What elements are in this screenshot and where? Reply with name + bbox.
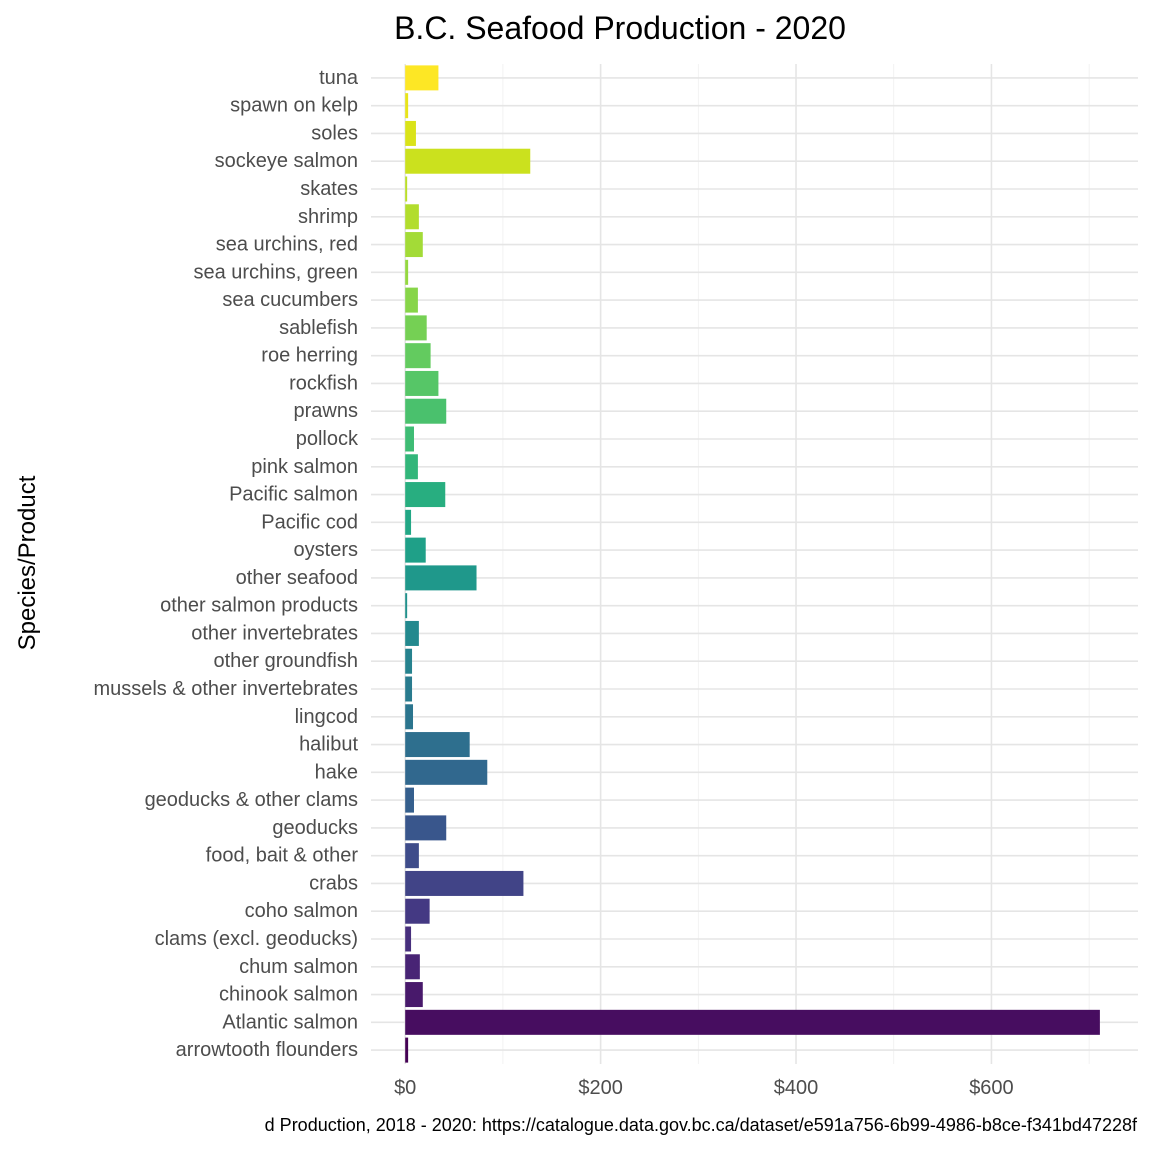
bar-atlantic-salmon [405,1009,1100,1035]
y-tick-label: geoducks & other clams [145,789,358,811]
y-tick-label: other invertebrates [191,622,358,644]
bar-rockfish [405,370,439,396]
y-axis-title: Species/Product [14,475,41,650]
y-tick-label: rockfish [289,372,358,394]
grid-lines [371,64,1138,1064]
bar-soles [405,120,416,146]
bar-clams-excl-geoducks [405,926,412,952]
bar-sea-cucumbers [405,287,418,313]
x-tick-label: $200 [578,1077,623,1099]
y-tick-label: halibut [299,734,358,756]
bar-lingcod [405,704,414,730]
x-tick-label: $400 [774,1077,819,1099]
y-tick-label: sea urchins, green [193,261,358,283]
y-tick-label: sockeye salmon [215,150,358,172]
bar-oysters [405,537,426,563]
y-tick-label: food, bait & other [206,845,359,867]
bar-sablefish [405,315,427,341]
y-tick-label: sea cucumbers [222,289,358,311]
bar-tuna [405,65,439,91]
y-tick-label: other seafood [236,567,358,589]
bar-geoducks-other-clams [405,787,414,813]
y-tick-label: oysters [294,539,358,561]
y-tick-label: mussels & other invertebrates [93,678,358,700]
bar-chinook-salmon [405,982,423,1008]
bar-pollock [405,426,414,452]
bar-spawn-on-kelp [405,93,409,119]
bar-sockeye-salmon [405,148,531,174]
bars [405,65,1100,1063]
bar-hake [405,759,488,785]
bar-prawns [405,398,447,424]
bar-other-seafood [405,565,477,591]
y-tick-label: geoducks [272,817,358,839]
x-tick-labels: $0 $200 $400 $600 [394,1077,1014,1099]
bar-arrowtooth-flounders [405,1037,409,1063]
y-tick-label: hake [315,761,358,783]
x-tick-label: $600 [969,1077,1014,1099]
y-tick-label: sablefish [279,317,358,339]
y-tick-label: arrowtooth flounders [176,1039,358,1061]
y-tick-label: other groundfish [213,650,358,672]
y-tick-label: other salmon products [160,595,358,617]
y-tick-label: roe herring [261,345,358,367]
y-tick-label: skates [300,178,358,200]
y-tick-label: Pacific cod [261,511,358,533]
bar-chum-salmon [405,954,420,980]
bar-pacific-salmon [405,482,446,508]
y-tick-label: pollock [296,428,359,450]
bar-food-bait-other [405,843,419,869]
chart-caption: d Production, 2018 - 2020: https://catal… [265,1115,1138,1135]
bar-coho-salmon [405,898,430,924]
bar-mussels-other-invertebrates [405,676,413,702]
y-tick-label: tuna [319,67,359,89]
bar-crabs [405,870,524,896]
y-tick-label: prawns [294,400,358,422]
y-tick-label: Atlantic salmon [222,1011,358,1033]
y-tick-label: coho salmon [245,900,358,922]
y-tick-label: soles [311,122,358,144]
bar-other-groundfish [405,648,413,674]
y-tick-label: sea urchins, red [216,234,358,256]
y-tick-label: lingcod [295,706,358,728]
x-tick-label: $0 [394,1077,416,1099]
bar-other-salmon-products [405,593,408,619]
bar-sea-urchins-green [405,259,409,285]
bar-skates [405,176,408,202]
y-tick-label: clams (excl. geoducks) [155,928,358,950]
bar-halibut [405,732,470,758]
bar-sea-urchins-red [405,232,423,258]
y-tick-label: spawn on kelp [230,95,358,117]
bar-pink-salmon [405,454,418,480]
chart-title: B.C. Seafood Production - 2020 [394,10,846,46]
bar-roe-herring [405,343,431,369]
y-tick-label: pink salmon [251,456,358,478]
bar-shrimp [405,204,419,230]
y-tick-labels: arrowtooth flounders Atlantic salmon chino… [93,67,359,1061]
y-tick-label: crabs [309,872,358,894]
bar-pacific-cod [405,509,412,535]
bar-other-invertebrates [405,620,419,646]
y-tick-label: chinook salmon [219,984,358,1006]
y-tick-label: shrimp [298,206,358,228]
bar-geoducks [405,815,447,841]
y-tick-label: Pacific salmon [229,484,358,506]
y-tick-label: chum salmon [239,956,358,978]
